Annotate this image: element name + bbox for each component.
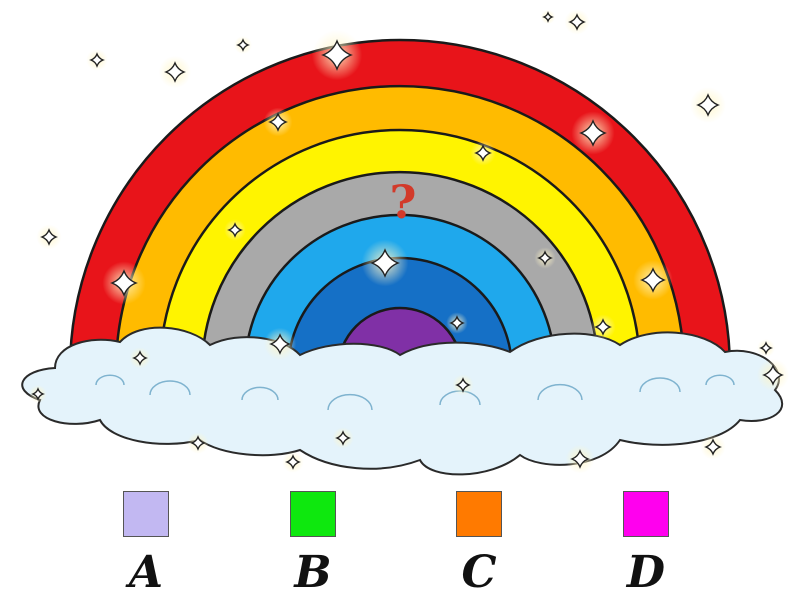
sparkle-icon <box>234 36 252 54</box>
sparkle-icon <box>690 87 726 123</box>
sparkle-icon <box>452 374 474 396</box>
sparkle-icon <box>756 358 790 392</box>
cloud-curl <box>327 393 373 411</box>
sparkle-icon <box>263 107 293 137</box>
sparkle-icon <box>564 9 590 35</box>
sparkle-icon <box>590 314 616 340</box>
sparkle-icon <box>36 224 62 250</box>
sparkle-icon <box>470 140 496 166</box>
sparkle-icon <box>29 385 47 403</box>
sparkle-icon <box>263 327 297 361</box>
sparkle-icon <box>700 434 726 460</box>
sparkles <box>29 9 790 474</box>
option-d-letter[interactable]: D <box>626 547 666 598</box>
option-b-swatch[interactable] <box>290 491 336 537</box>
option-b-letter[interactable]: B <box>294 547 332 598</box>
cloud-curl <box>241 386 279 401</box>
sparkle-icon <box>224 219 246 241</box>
sparkle-icon <box>332 427 354 449</box>
cloud-curl <box>537 383 583 401</box>
sparkle-icon <box>446 312 468 334</box>
sparkle-icon <box>571 111 615 155</box>
option-c-letter[interactable]: C <box>461 547 497 598</box>
sparkle-icon <box>86 49 108 71</box>
sparkle-icon <box>158 55 192 89</box>
option-d[interactable]: D <box>606 491 686 597</box>
cloud-curl <box>705 374 735 386</box>
sparkle-icon <box>540 9 556 25</box>
sparkle-icon <box>633 260 673 300</box>
option-c[interactable]: C <box>439 491 519 597</box>
sparkle-icon <box>102 261 146 305</box>
sparkle-icon <box>534 247 556 269</box>
sparkle-icon <box>311 29 363 81</box>
option-a-letter[interactable]: A <box>128 547 164 598</box>
option-a-swatch[interactable] <box>123 491 169 537</box>
cloud-curl <box>95 374 125 386</box>
question-mark: ? <box>390 175 417 229</box>
option-c-swatch[interactable] <box>456 491 502 537</box>
option-a[interactable]: A <box>106 491 186 597</box>
cloud-curl <box>149 380 191 396</box>
sparkle-icon <box>361 239 409 287</box>
option-d-swatch[interactable] <box>623 491 669 537</box>
sparkle-icon <box>757 339 775 357</box>
cloud-curl <box>639 377 681 393</box>
sparkle-icon <box>129 347 151 369</box>
option-b[interactable]: B <box>273 491 353 597</box>
sparkle-icon <box>282 451 304 473</box>
sparkle-icon <box>187 432 209 454</box>
sparkle-icon <box>565 444 595 474</box>
